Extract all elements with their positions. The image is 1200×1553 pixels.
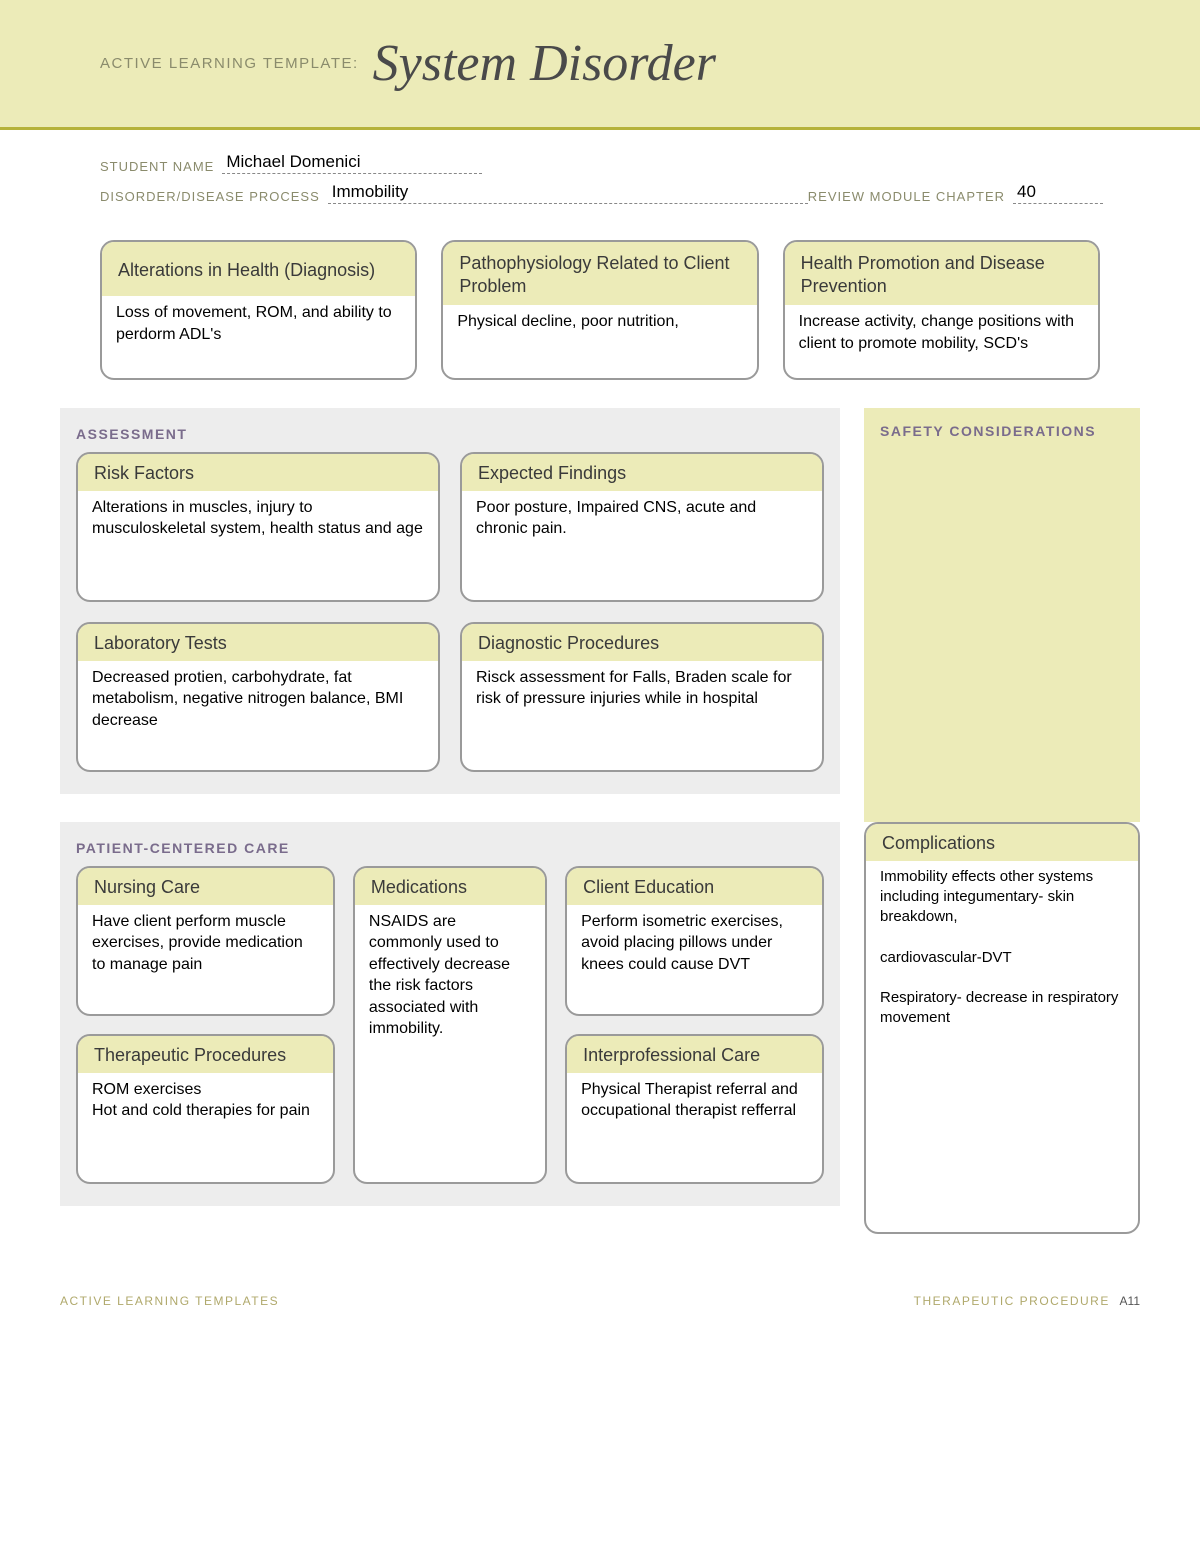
card-expected-findings-title: Expected Findings xyxy=(462,454,822,491)
card-medications-title: Medications xyxy=(355,868,545,905)
page-footer: ACTIVE LEARNING TEMPLATES THERAPEUTIC PR… xyxy=(0,1234,1200,1338)
chapter-label: REVIEW MODULE CHAPTER xyxy=(808,189,1005,204)
card-client-education-title: Client Education xyxy=(567,868,822,905)
card-therapeutic: Therapeutic Procedures ROM exercises Hot… xyxy=(76,1034,335,1184)
chapter-value: 40 xyxy=(1013,182,1103,204)
card-pathophysiology-body: Physical decline, poor nutrition, xyxy=(443,305,756,378)
card-interprofessional: Interprofessional Care Physical Therapis… xyxy=(565,1034,824,1184)
card-complications: Complications Immobility effects other s… xyxy=(864,822,1140,1234)
card-alterations-body: Loss of movement, ROM, and ability to pe… xyxy=(102,296,415,378)
card-lab-tests: Laboratory Tests Decreased protien, carb… xyxy=(76,622,440,772)
footer-page: A11 xyxy=(1120,1294,1140,1308)
disorder-label: DISORDER/DISEASE PROCESS xyxy=(100,189,320,204)
student-name-label: STUDENT NAME xyxy=(100,159,214,174)
safety-title: SAFETY CONSIDERATIONS xyxy=(880,422,1124,442)
card-nursing-care-title: Nursing Care xyxy=(78,868,333,905)
card-diagnostic-body: Risck assessment for Falls, Braden scale… xyxy=(462,661,822,771)
assessment-title: ASSESSMENT xyxy=(76,426,824,442)
card-risk-factors-body: Alterations in muscles, injury to muscul… xyxy=(78,491,438,601)
card-alterations: Alterations in Health (Diagnosis) Loss o… xyxy=(100,240,417,380)
card-interprofessional-body: Physical Therapist referral and occupati… xyxy=(567,1073,822,1183)
card-pathophysiology: Pathophysiology Related to Client Proble… xyxy=(441,240,758,380)
card-health-promotion-body: Increase activity, change positions with… xyxy=(785,305,1098,378)
card-therapeutic-body: ROM exercises Hot and cold therapies for… xyxy=(78,1073,333,1183)
card-risk-factors: Risk Factors Alterations in muscles, inj… xyxy=(76,452,440,602)
card-interprofessional-title: Interprofessional Care xyxy=(567,1036,822,1073)
footer-right-label: THERAPEUTIC PROCEDURE xyxy=(914,1294,1110,1308)
footer-right: THERAPEUTIC PROCEDURE A11 xyxy=(914,1294,1140,1308)
banner-prefix: ACTIVE LEARNING TEMPLATE: xyxy=(100,55,359,72)
card-expected-findings-body: Poor posture, Impaired CNS, acute and ch… xyxy=(462,491,822,601)
card-expected-findings: Expected Findings Poor posture, Impaired… xyxy=(460,452,824,602)
card-complications-body: Immobility effects other systems includi… xyxy=(866,861,1138,1233)
pcc-title: PATIENT-CENTERED CARE xyxy=(76,840,824,856)
card-client-education: Client Education Perform isometric exerc… xyxy=(565,866,824,1016)
top-cards-row: Alterations in Health (Diagnosis) Loss o… xyxy=(100,240,1100,380)
card-health-promotion: Health Promotion and Disease Prevention … xyxy=(783,240,1100,380)
header-banner: ACTIVE LEARNING TEMPLATE: System Disorde… xyxy=(0,0,1200,130)
card-therapeutic-title: Therapeutic Procedures xyxy=(78,1036,333,1073)
card-nursing-care-body: Have client perform muscle exercises, pr… xyxy=(78,905,333,1015)
card-lab-tests-body: Decreased protien, carbohydrate, fat met… xyxy=(78,661,438,771)
card-nursing-care: Nursing Care Have client perform muscle … xyxy=(76,866,335,1016)
card-pathophysiology-title: Pathophysiology Related to Client Proble… xyxy=(443,242,756,305)
card-risk-factors-title: Risk Factors xyxy=(78,454,438,491)
footer-left: ACTIVE LEARNING TEMPLATES xyxy=(60,1294,279,1308)
card-lab-tests-title: Laboratory Tests xyxy=(78,624,438,661)
safety-section: SAFETY CONSIDERATIONS xyxy=(864,408,1140,822)
assessment-section: ASSESSMENT Risk Factors Alterations in m… xyxy=(60,408,840,794)
pcc-section: PATIENT-CENTERED CARE Nursing Care Have … xyxy=(60,822,840,1206)
card-client-education-body: Perform isometric exercises, avoid placi… xyxy=(567,905,822,1015)
card-medications-body: NSAIDS are commonly used to effectively … xyxy=(355,905,545,1183)
banner-title: System Disorder xyxy=(373,34,716,93)
card-medications: Medications NSAIDS are commonly used to … xyxy=(353,866,547,1184)
card-alterations-title: Alterations in Health (Diagnosis) xyxy=(102,242,415,296)
card-complications-title: Complications xyxy=(866,824,1138,861)
card-diagnostic: Diagnostic Procedures Risck assessment f… xyxy=(460,622,824,772)
meta-block: STUDENT NAME Michael Domenici DISORDER/D… xyxy=(0,130,1200,240)
disorder-value: Immobility xyxy=(328,182,808,204)
card-health-promotion-title: Health Promotion and Disease Prevention xyxy=(785,242,1098,305)
student-name-value: Michael Domenici xyxy=(222,152,482,174)
card-diagnostic-title: Diagnostic Procedures xyxy=(462,624,822,661)
